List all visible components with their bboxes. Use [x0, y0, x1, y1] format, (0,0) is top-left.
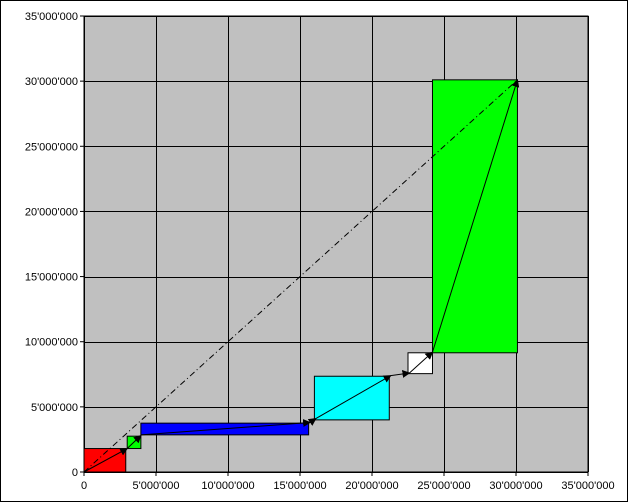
- y-tick-label: 25'000'000: [25, 141, 78, 153]
- x-tick-label: 35'000'000: [561, 480, 614, 492]
- arrow: [315, 375, 392, 420]
- y-tick-label: 0: [72, 467, 78, 479]
- arrow: [307, 418, 317, 426]
- x-tick-label: 15'000'000: [273, 480, 326, 492]
- x-tick-label: 0: [81, 480, 87, 492]
- x-tick-label: 25'000'000: [417, 480, 470, 492]
- y-tick-label: 10'000'000: [25, 337, 78, 349]
- x-axis-ticks: 0 5'000'000 10'000'000 15'000'000 20'000'000…: [81, 472, 615, 492]
- arrow: [126, 434, 142, 449]
- y-tick-label: 15'000'000: [25, 272, 78, 284]
- arrow: [83, 448, 129, 473]
- arrow: [140, 419, 312, 436]
- y-tick-label: 20'000'000: [25, 206, 78, 218]
- y-tick-label: 5'000'000: [31, 402, 78, 414]
- arrow: [390, 369, 411, 378]
- arrow: [432, 78, 520, 353]
- y-tick-label: 30'000'000: [25, 76, 78, 88]
- y-axis-ticks: 0 5'000'000 10'000'000 15'000'000 20'000'000…: [25, 11, 84, 479]
- y-tick-label: 35'000'000: [25, 11, 78, 23]
- x-tick-label: 10'000'000: [201, 480, 254, 492]
- arrow: [409, 351, 434, 374]
- arrows: [83, 78, 520, 473]
- x-tick-label: 20'000'000: [345, 480, 398, 492]
- x-tick-label: 5'000'000: [132, 480, 179, 492]
- x-tick-label: 30'000'000: [489, 480, 542, 492]
